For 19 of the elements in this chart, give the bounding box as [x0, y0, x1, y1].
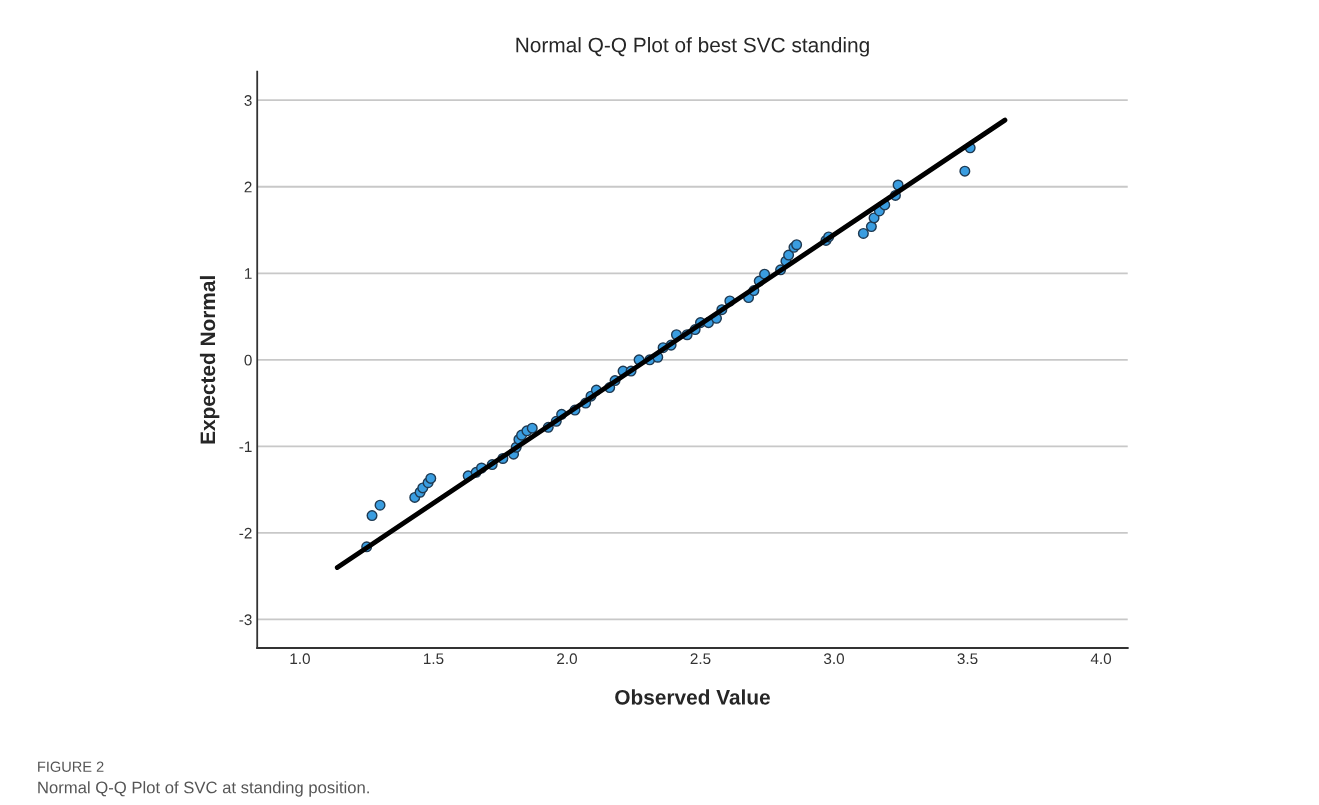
y-tick-label: 1: [245, 268, 252, 279]
x-tick-label: 2.0: [557, 653, 577, 665]
x-tick-label: 1.5: [424, 653, 444, 665]
x-axis-title: Observed Value: [615, 689, 770, 705]
y-tick-label: 3: [244, 95, 252, 106]
x-tick-label: 3.0: [823, 653, 845, 665]
x-tick-label: 2.5: [690, 653, 711, 665]
y-tick-label: 2: [244, 181, 252, 193]
y-tick-label: -3: [239, 614, 252, 626]
x-tick-label: 3.5: [957, 653, 978, 665]
y-axis-title: Expected Normal: [199, 276, 220, 444]
x-tick-label: 1.0: [290, 653, 310, 665]
caption: FIGURE 2: [38, 761, 104, 772]
x-tick-label: 4.0: [1090, 653, 1112, 665]
text: Normal Q-Q Plot of SVC at standing position.: [38, 781, 369, 797]
chart-title: Normal Q-Q Plot of best SVC standing: [516, 37, 869, 57]
y-tick-label: -2: [239, 527, 252, 539]
y-tick-label: 0: [244, 354, 252, 366]
y-tick-label: -1: [239, 441, 252, 452]
